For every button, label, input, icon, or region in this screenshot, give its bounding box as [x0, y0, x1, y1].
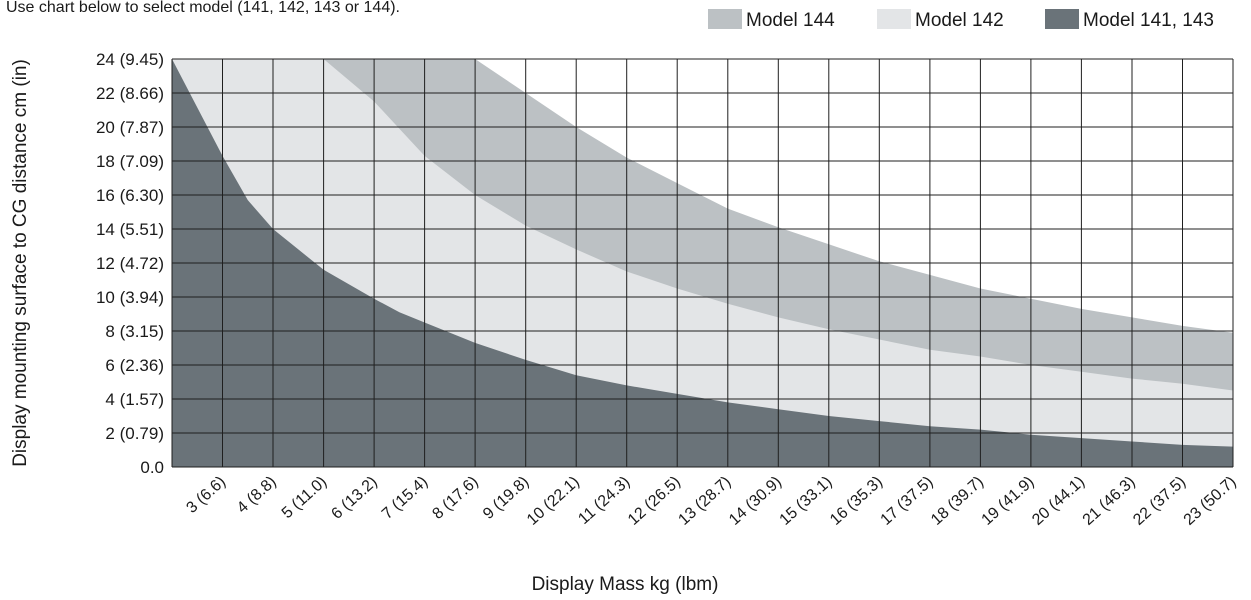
x-tick-label: 23 (50.7) [1181, 473, 1240, 528]
legend-swatch [877, 9, 911, 29]
legend-label: Model 144 [746, 10, 835, 31]
x-tick-label: 10 (22.1) [524, 473, 583, 528]
y-axis-label: Display mounting surface to CG distance … [10, 59, 31, 467]
x-tick-label: 4 (8.8) [234, 473, 280, 517]
x-tick-label: 22 (37.5) [1130, 473, 1189, 528]
y-tick-labels: 0.0 2 (0.79) 4 (1.57) 6 (2.36) 8 (3.15) 10 (3… [96, 50, 164, 477]
instruction-text: Use chart below to select model (141, 14… [6, 0, 400, 16]
y-tick-label: 4 (1.57) [105, 390, 164, 409]
y-tick-label: 18 (7.09) [96, 152, 164, 171]
legend: Model 144 Model 142 Model 141, 143 [708, 9, 1214, 31]
x-axis-label: Display Mass kg (lbm) [532, 574, 719, 595]
x-tick-labels: 3 (6.6) 4 (8.8) 5 (11.0)6 (13.2)7 (15.4)8 … [183, 473, 1239, 529]
y-tick-label: 6 (2.36) [105, 356, 164, 375]
x-tick-label: 16 (35.3) [827, 473, 886, 528]
x-tick-label: 19 (41.9) [979, 473, 1038, 528]
y-tick-label: 2 (0.79) [105, 424, 164, 443]
y-tick-label: 0.0 [140, 458, 164, 477]
x-tick-label: 17 (37.5) [878, 473, 937, 528]
legend-label: Model 142 [915, 10, 1004, 31]
x-tick-label: 12 (26.5) [625, 473, 684, 528]
x-tick-label: 11 (24.3) [575, 473, 633, 528]
x-tick-label: 5 (11.0) [279, 473, 330, 522]
x-tick-label: 8 (17.6) [429, 473, 481, 523]
y-tick-label: 16 (6.30) [96, 186, 164, 205]
legend-swatch [1045, 9, 1079, 29]
grid-lines [171, 58, 1234, 468]
x-tick-label: 21 (46.3) [1080, 473, 1139, 528]
x-tick-label: 7 (15.4) [379, 473, 431, 523]
y-tick-label: 10 (3.94) [96, 288, 164, 307]
x-tick-label: 14 (30.9) [726, 473, 785, 528]
y-tick-label: 14 (5.51) [96, 220, 164, 239]
legend-swatch [708, 9, 742, 29]
legend-label: Model 141, 143 [1083, 10, 1214, 31]
y-tick-label: 8 (3.15) [105, 322, 164, 341]
x-tick-label: 15 (33.1) [777, 473, 836, 528]
y-tick-label: 20 (7.87) [96, 118, 164, 137]
x-tick-label: 13 (28.7) [675, 473, 734, 528]
x-tick-label: 6 (13.2) [328, 473, 380, 523]
y-tick-label: 24 (9.45) [96, 50, 164, 69]
x-tick-label: 20 (44.1) [1029, 473, 1088, 528]
y-tick-label: 22 (8.66) [96, 84, 164, 103]
x-tick-label: 18 (39.7) [928, 473, 987, 528]
y-tick-label: 12 (4.72) [96, 254, 164, 273]
x-tick-label: 3 (6.6) [183, 473, 229, 517]
